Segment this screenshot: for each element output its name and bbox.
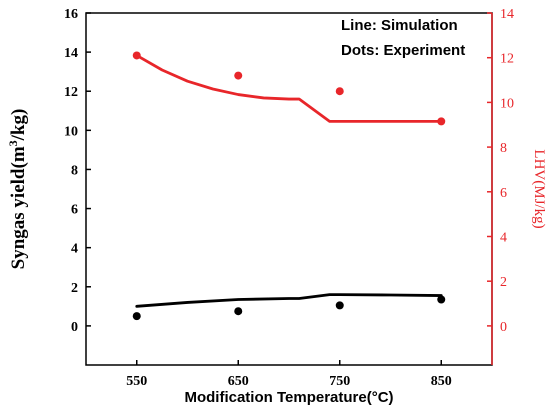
syngas-experiment-point [437, 295, 446, 304]
y-left-tick-label: 16 [64, 7, 78, 22]
y-left-tick-label: 4 [71, 242, 78, 257]
x-tick-label: 750 [329, 374, 350, 389]
syngas-experiment-point [132, 312, 141, 321]
y-right-tick-label: 4 [500, 230, 507, 245]
lhv-experiment-point [234, 71, 243, 80]
lhv-experiment-point [335, 87, 344, 96]
lhv-experiment-point [132, 51, 141, 60]
y-left-axis-title-tail: /kg) [8, 109, 29, 142]
x-axis-title: Modification Temperature(°C) [184, 389, 393, 406]
y-right-axis-title: LHV(MJ/kg) [531, 149, 547, 228]
left-axis-ticks: 0 2 4 6 8 10 12 14 16 [64, 7, 91, 335]
right-axis-ticks: 0 2 4 6 8 10 12 14 [487, 7, 514, 365]
y-left-tick-label: 0 [71, 320, 78, 335]
syngas-experiment-point [335, 301, 344, 310]
y-left-tick-label: 8 [71, 163, 78, 178]
y-right-tick-label: 14 [500, 7, 514, 22]
y-left-tick-label: 14 [64, 46, 78, 61]
y-right-tick-label: 6 [500, 186, 507, 201]
y-right-tick-label: 12 [500, 52, 514, 67]
x-tick-label: 550 [126, 374, 147, 389]
y-left-tick-label: 2 [71, 281, 78, 296]
y-left-tick-label: 10 [64, 124, 78, 139]
lhv-experiment-point [437, 117, 446, 126]
y-left-axis-title-superscript: 3 [6, 140, 20, 146]
lhv-simulation-line [135, 54, 443, 123]
syngas-experiment-point [234, 307, 243, 316]
y-right-tick-label: 0 [500, 320, 507, 335]
x-tick-label: 650 [228, 374, 249, 389]
series-layer [132, 51, 446, 321]
x-tick-label: 850 [431, 374, 452, 389]
y-right-tick-label: 2 [500, 275, 507, 290]
x-axis-ticks: 550 650 750 850 [126, 360, 452, 389]
legend-line-2: Dots: Experiment [341, 42, 465, 59]
y-left-tick-label: 12 [64, 85, 78, 100]
legend-line-1: Line: Simulation [341, 17, 458, 34]
syngas-simulation-line [135, 293, 443, 308]
y-right-tick-label: 10 [500, 96, 514, 111]
plot-frame [85, 12, 493, 366]
y-right-tick-label: 8 [500, 141, 507, 156]
y-left-axis-title: Syngas yield(m3/kg) [6, 109, 29, 270]
y-left-tick-label: 6 [71, 203, 78, 218]
